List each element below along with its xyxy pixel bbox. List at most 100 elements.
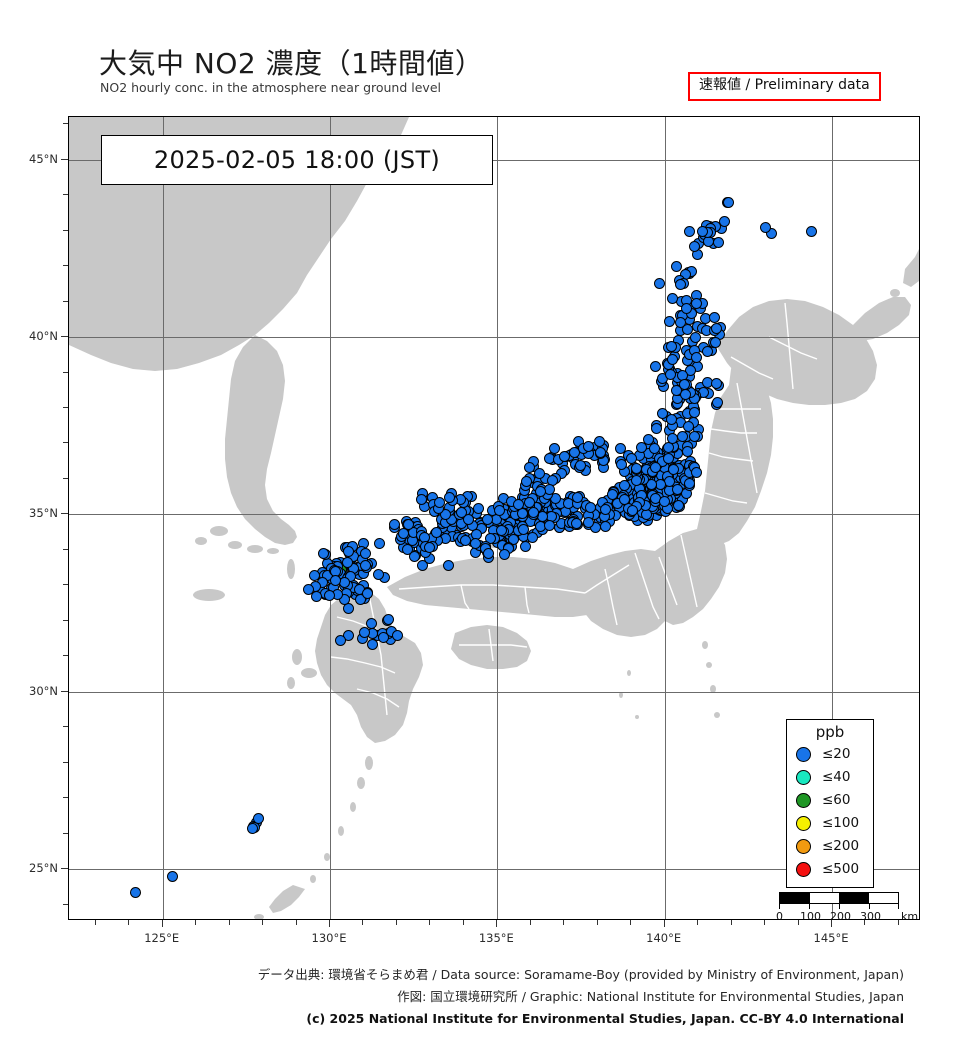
observation-point[interactable] [766, 227, 778, 239]
observation-point[interactable] [805, 225, 817, 237]
observation-point[interactable] [496, 525, 507, 537]
observation-point[interactable] [373, 538, 385, 550]
observation-point[interactable] [583, 517, 595, 529]
observation-point[interactable] [684, 226, 696, 237]
observation-point[interactable] [339, 594, 351, 606]
observation-point[interactable] [642, 434, 654, 446]
observation-point[interactable] [649, 461, 661, 473]
observation-point[interactable] [359, 627, 371, 638]
observation-point[interactable] [702, 346, 714, 358]
observation-point[interactable] [403, 519, 415, 530]
observation-point[interactable] [408, 550, 420, 562]
observation-point[interactable] [535, 485, 547, 497]
observation-point[interactable] [362, 588, 374, 600]
observation-point[interactable] [585, 501, 596, 513]
observation-point[interactable] [558, 450, 570, 462]
observation-point[interactable] [664, 315, 676, 327]
observation-point[interactable] [329, 574, 341, 586]
observation-point[interactable] [711, 323, 722, 335]
observation-point[interactable] [709, 312, 721, 323]
observation-point[interactable] [416, 493, 428, 505]
observation-point[interactable] [526, 531, 538, 543]
observation-point[interactable] [677, 431, 688, 443]
observation-point[interactable] [625, 453, 637, 464]
observation-point[interactable] [571, 518, 583, 530]
observation-point[interactable] [667, 464, 679, 476]
observation-point[interactable] [433, 497, 445, 509]
observation-point[interactable] [166, 870, 178, 882]
observation-point[interactable] [246, 823, 258, 834]
observation-point[interactable] [534, 468, 546, 480]
observation-point[interactable] [648, 442, 660, 454]
observation-point[interactable] [456, 506, 468, 518]
observation-point[interactable] [549, 442, 561, 454]
observation-point[interactable] [360, 548, 372, 560]
observation-point[interactable] [482, 547, 494, 559]
observation-point[interactable] [675, 279, 687, 290]
observation-point[interactable] [615, 459, 627, 471]
observation-point[interactable] [614, 442, 626, 454]
observation-point[interactable] [681, 446, 693, 457]
observation-point[interactable] [521, 476, 533, 488]
observation-point[interactable] [342, 545, 354, 557]
observation-point[interactable] [345, 571, 357, 583]
observation-point[interactable] [470, 537, 482, 549]
observation-point[interactable] [631, 475, 643, 487]
observation-point[interactable] [650, 423, 662, 434]
observation-point[interactable] [594, 446, 606, 458]
observation-point[interactable] [657, 407, 669, 419]
observation-point[interactable] [481, 514, 493, 526]
observation-point[interactable] [582, 441, 594, 453]
legend-item[interactable]: ≤200 [787, 835, 873, 858]
observation-point[interactable] [626, 504, 638, 516]
observation-point[interactable] [760, 222, 772, 234]
observation-point[interactable] [388, 519, 400, 530]
observation-point[interactable] [670, 260, 682, 272]
legend-item[interactable]: ≤100 [787, 812, 873, 835]
observation-point[interactable] [673, 499, 685, 511]
observation-point[interactable] [527, 506, 539, 518]
observation-point[interactable] [688, 407, 700, 419]
observation-point[interactable] [342, 603, 354, 615]
observation-point[interactable] [712, 396, 724, 408]
observation-point[interactable] [672, 483, 684, 495]
observation-point[interactable] [318, 547, 330, 559]
observation-point[interactable] [303, 583, 315, 595]
observation-point[interactable] [423, 541, 435, 553]
observation-point[interactable] [402, 543, 414, 555]
legend-item[interactable]: ≤500 [787, 858, 873, 881]
observation-point[interactable] [431, 527, 443, 539]
observation-point[interactable] [671, 384, 683, 396]
observation-point[interactable] [666, 432, 678, 444]
map-plot-area[interactable]: 2025-02-05 18:00 (JST) ppb ≤20 ≤40 ≤60 ≤100… [68, 116, 920, 920]
observation-point[interactable] [713, 236, 725, 248]
observation-point[interactable] [710, 377, 722, 389]
observation-point[interactable] [334, 634, 346, 646]
observation-point[interactable] [512, 498, 524, 510]
observation-point[interactable] [689, 241, 701, 252]
observation-point[interactable] [679, 378, 690, 390]
observation-point[interactable] [341, 557, 353, 569]
observation-point[interactable] [723, 197, 735, 209]
observation-point[interactable] [359, 559, 371, 571]
observation-point[interactable] [630, 463, 642, 474]
observation-point[interactable] [689, 332, 701, 344]
observation-point[interactable] [544, 519, 556, 531]
observation-point[interactable] [691, 467, 703, 479]
observation-point[interactable] [719, 215, 731, 227]
observation-point[interactable] [680, 303, 692, 315]
observation-point[interactable] [663, 453, 675, 465]
observation-point[interactable] [377, 631, 389, 643]
observation-point[interactable] [680, 389, 691, 401]
observation-point[interactable] [463, 514, 475, 525]
observation-point[interactable] [709, 336, 721, 348]
observation-point[interactable] [636, 441, 648, 453]
observation-point[interactable] [519, 541, 531, 553]
observation-point[interactable] [691, 352, 703, 363]
observation-point[interactable] [442, 560, 454, 572]
observation-point[interactable] [308, 570, 320, 582]
observation-point[interactable] [665, 340, 677, 352]
observation-point[interactable] [518, 523, 530, 535]
legend-item[interactable]: ≤60 [787, 789, 873, 812]
observation-point[interactable] [417, 560, 429, 572]
